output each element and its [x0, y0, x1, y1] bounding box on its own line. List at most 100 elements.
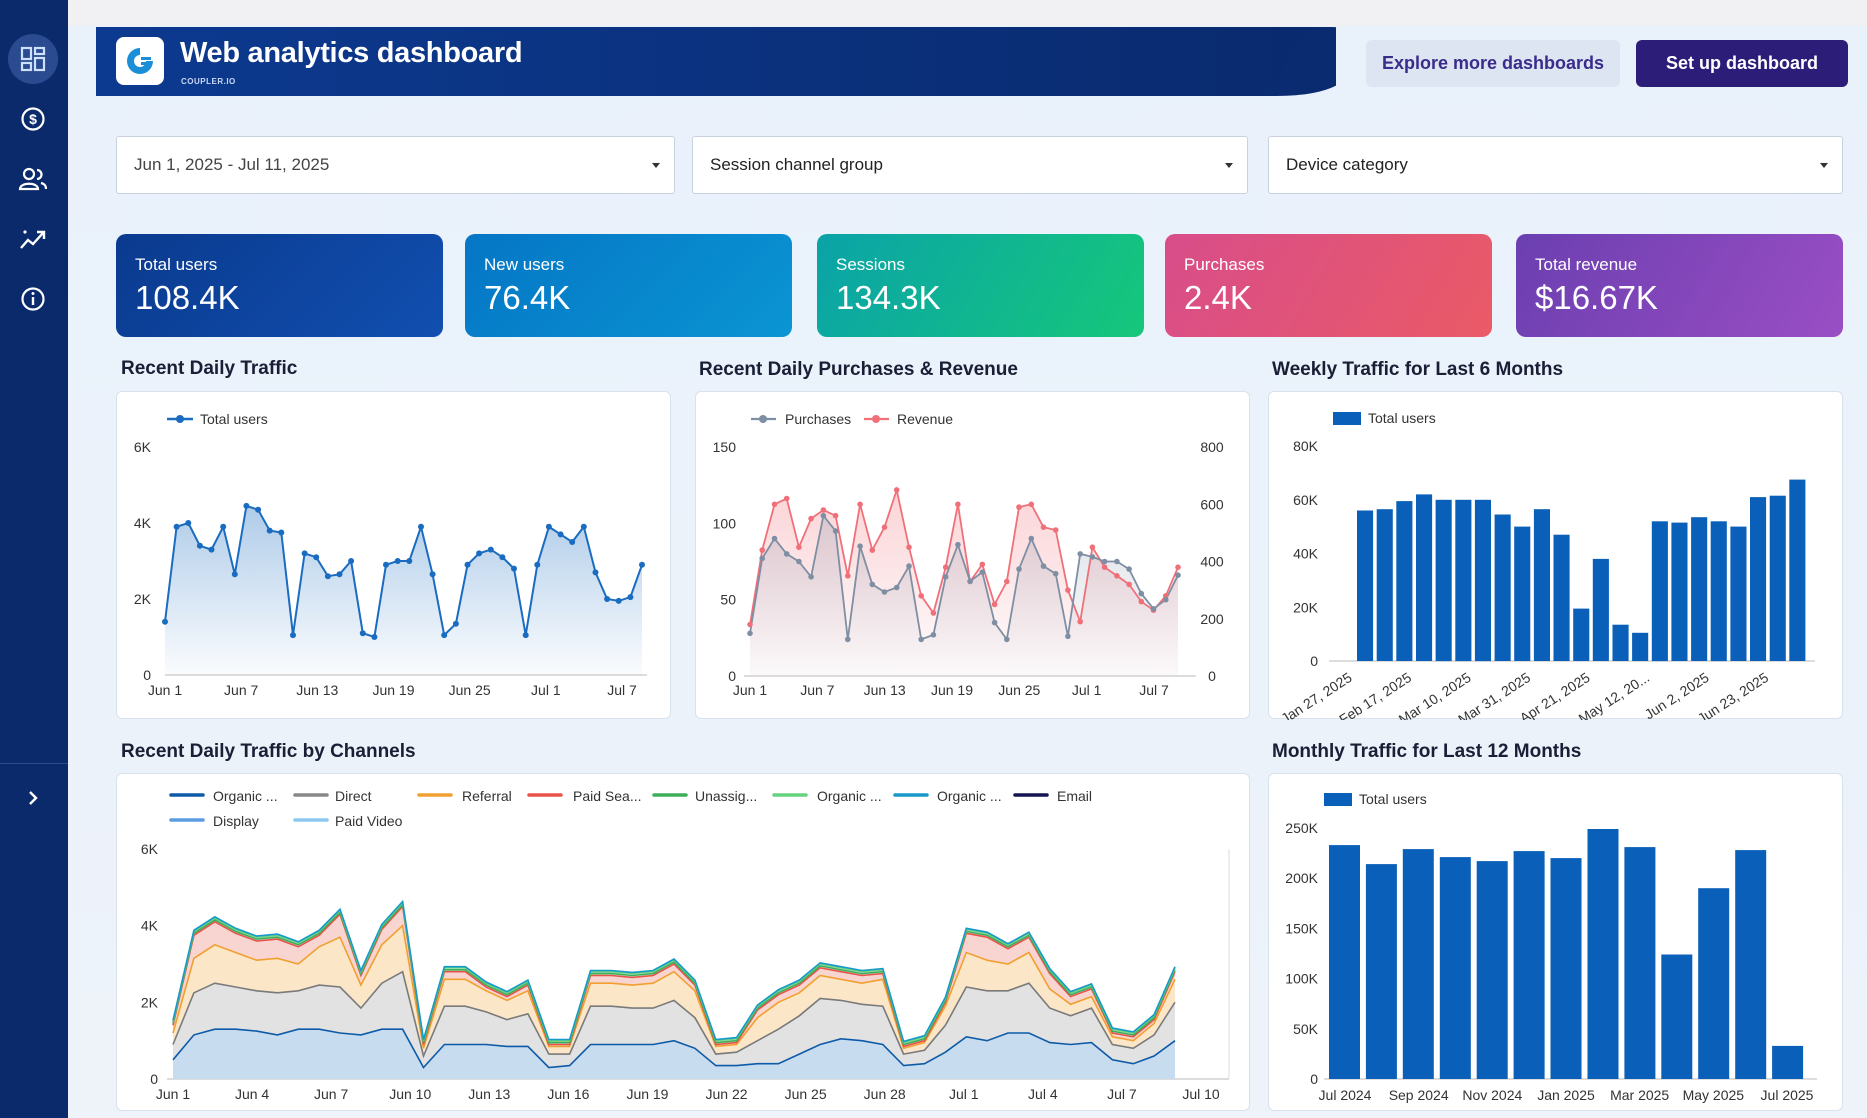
- legend-label: Total users: [200, 411, 268, 427]
- section-title-daily-traffic: Recent Daily Traffic: [121, 358, 298, 379]
- data-point: [383, 561, 389, 568]
- revenue-point: [1016, 504, 1022, 510]
- data-point: [394, 558, 401, 564]
- weekly-bar: [1750, 497, 1767, 661]
- sidebar-item-dashboard[interactable]: [8, 34, 58, 84]
- revenue-point: [1052, 527, 1059, 533]
- series-line-1: [172, 970, 1176, 1059]
- x-tick-label: Jan 2025: [1537, 1087, 1595, 1103]
- weekly-bar: [1592, 558, 1609, 661]
- weekly-bar: [1474, 499, 1491, 662]
- purchases-point: [1175, 572, 1181, 578]
- x-tick-label: Jun 19: [372, 682, 414, 698]
- purchases-point: [832, 528, 839, 534]
- data-point: [487, 546, 494, 553]
- purchases-point: [1126, 566, 1132, 572]
- monthly-bar: [1587, 829, 1619, 1079]
- y-tick-label: 150K: [1285, 920, 1318, 936]
- purchases-point: [820, 512, 827, 519]
- weekly-bar: [1376, 509, 1393, 661]
- purchases-point: [747, 630, 753, 637]
- channel-group-filter[interactable]: Session channel group: [692, 136, 1248, 194]
- sidebar-item-audience[interactable]: [8, 154, 58, 204]
- kpi-label: Sessions: [836, 255, 905, 274]
- sidebar-item-revenue[interactable]: $: [8, 94, 58, 144]
- data-point: [348, 558, 355, 564]
- purchases-point: [771, 535, 778, 542]
- weekly-bar: [1455, 499, 1472, 662]
- y-tick-label: 50K: [1293, 1021, 1319, 1037]
- kpi-new-users: New users 76.4K: [465, 234, 792, 337]
- data-point: [580, 523, 587, 530]
- y-tick-label: 0: [1310, 1071, 1318, 1087]
- kpi-value: 134.3K: [836, 279, 941, 316]
- sidebar-item-trends[interactable]: [8, 214, 58, 264]
- data-point: [476, 550, 483, 557]
- revenue-point: [955, 501, 961, 508]
- section-title-weekly: Weekly Traffic for Last 6 Months: [1272, 359, 1564, 380]
- legend-label: Email: [1057, 788, 1092, 804]
- legend-marker: [176, 415, 184, 423]
- x-tick-label: Jun 28: [864, 1086, 906, 1102]
- sidebar-expand-button[interactable]: [8, 773, 58, 823]
- monthly-bar: [1402, 849, 1434, 1079]
- monthly-bar: [1698, 888, 1730, 1079]
- data-point: [615, 597, 622, 604]
- date-range-value: Jun 1, 2025 - Jul 11, 2025: [134, 155, 330, 174]
- legend-swatch-total-users: [1333, 412, 1361, 425]
- legend-label: Revenue: [897, 411, 953, 427]
- revenue-point: [1138, 598, 1145, 605]
- purchases-point: [1114, 558, 1120, 565]
- purchases-point: [1089, 554, 1096, 560]
- x-tick-label: Mar 2025: [1610, 1087, 1669, 1103]
- purchases-point: [808, 574, 814, 580]
- weekly-bar: [1573, 608, 1590, 661]
- revenue-point: [1089, 544, 1096, 550]
- setup-dashboard-button[interactable]: Set up dashboard: [1636, 40, 1848, 87]
- purchases-point: [759, 555, 765, 562]
- revenue-point: [832, 512, 839, 519]
- revenue-point: [979, 561, 986, 568]
- x-tick-label: Jun 7: [314, 1086, 348, 1102]
- explore-dashboards-button[interactable]: Explore more dashboards: [1366, 40, 1620, 87]
- purchases-point: [1052, 570, 1059, 577]
- data-point: [290, 632, 296, 639]
- y-tick-label: 200K: [1285, 870, 1318, 886]
- data-point: [464, 561, 471, 568]
- x-tick-label: Jul 1: [1072, 682, 1102, 698]
- x-tick-label: Jun 1: [156, 1086, 190, 1102]
- purchases-point: [783, 551, 790, 557]
- weekly-bar: [1789, 479, 1806, 661]
- weekly-bar: [1671, 522, 1688, 661]
- sidebar-divider: [0, 763, 68, 764]
- purchases-point: [955, 541, 961, 548]
- purchases-point: [1065, 633, 1071, 640]
- area-total-users: [165, 505, 642, 675]
- sidebar-item-info[interactable]: [8, 274, 58, 324]
- x-tick-label: Jun 13: [864, 682, 906, 698]
- revenue-point: [747, 621, 753, 628]
- device-category-filter[interactable]: Device category: [1268, 136, 1843, 194]
- x-tick-label: Jul 1: [949, 1086, 979, 1102]
- weekly-bar: [1396, 501, 1413, 661]
- data-point: [336, 571, 343, 578]
- revenue-point: [1004, 578, 1010, 585]
- x-tick-label: Sep 2024: [1389, 1087, 1449, 1103]
- info-icon: [21, 287, 45, 311]
- purchases-point: [845, 636, 851, 643]
- legend-label: Organic ...: [213, 788, 278, 804]
- x-tick-label: Jun 19: [626, 1086, 668, 1102]
- y-tick-label: 0: [1310, 653, 1318, 669]
- monthly-bar: [1661, 954, 1693, 1079]
- revenue-point: [1163, 593, 1169, 599]
- purchases-point: [1150, 606, 1157, 612]
- svg-text:$: $: [29, 111, 37, 127]
- caret-down-icon: [1225, 163, 1233, 168]
- date-range-filter[interactable]: Jun 1, 2025 - Jul 11, 2025: [116, 136, 675, 194]
- revenue-point: [1077, 618, 1083, 625]
- data-point: [452, 620, 459, 627]
- x-tick-label: Jul 7: [1107, 1086, 1137, 1102]
- y-left-tick-label: 50: [720, 592, 736, 608]
- y-right-tick-label: 200: [1200, 611, 1224, 627]
- data-point: [301, 550, 308, 557]
